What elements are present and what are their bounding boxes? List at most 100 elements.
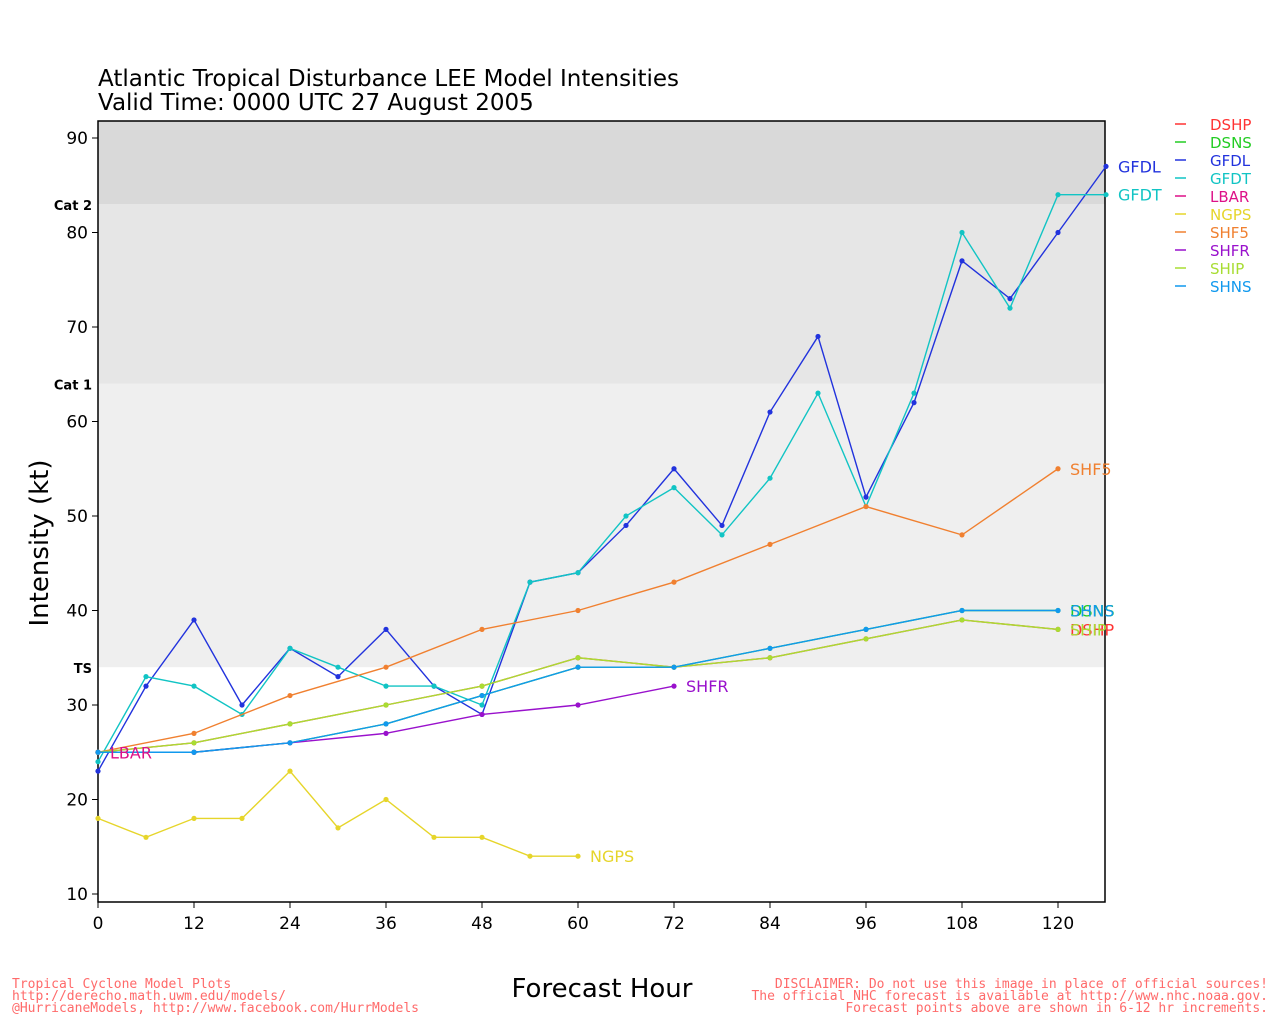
data-point-gfdt: [1055, 192, 1061, 198]
end-label-shf5: SHF5: [1070, 460, 1112, 479]
y-tick-label: 10: [66, 885, 88, 905]
y-tick-label: 40: [66, 602, 88, 622]
footer-disclaimer-line3: Forecast points above are shown in 6-12 …: [845, 1001, 1268, 1016]
legend-label-shf5: SHF5: [1210, 224, 1249, 242]
data-point-gfdl: [719, 522, 725, 529]
data-point-ngps: [335, 825, 341, 831]
x-tick-label: 24: [279, 914, 301, 934]
axes: 10 20 30 40 50 60 70 80 90 0 12 24 36 48 60 72 84 96 108 12…: [66, 120, 1106, 934]
data-point-gfdl: [143, 683, 149, 689]
y-tick-label: 20: [66, 791, 88, 811]
data-point-ngps: [575, 853, 581, 859]
data-point-ngps: [143, 834, 149, 840]
end-label-ship: SHIP: [1070, 620, 1107, 639]
data-point-gfdt: [95, 759, 101, 765]
data-point-shf5: [287, 692, 293, 699]
legend-label-dsns: DSNS: [1210, 134, 1252, 152]
series-line-shfr: [98, 685, 675, 753]
data-point-ngps: [527, 853, 533, 859]
data-point-gfdl: [191, 617, 197, 623]
end-label-gfdt: GFDT: [1118, 186, 1162, 205]
legend-item-shf5: SHF5: [1175, 224, 1249, 242]
data-point-gfdt: [815, 390, 821, 396]
series-gfdt: [95, 192, 1109, 765]
legend-label-gfdl: GFDL: [1210, 152, 1251, 170]
series-lines: [95, 163, 1109, 859]
legend-item-lbar: LBAR: [1175, 188, 1249, 206]
data-point-ngps: [95, 815, 101, 822]
end-label-shns: SHNS: [1070, 602, 1114, 621]
data-point-ngps: [479, 834, 485, 840]
data-point-shf5: [959, 532, 965, 538]
data-point-shfr: [479, 711, 485, 718]
band-ts: [98, 383, 1105, 668]
data-point-shns: [1055, 607, 1061, 614]
data-point-ship: [1055, 626, 1061, 633]
x-axis-label: Forecast Hour: [512, 974, 693, 1004]
legend-item-ship: SHIP: [1175, 260, 1244, 278]
data-point-shns: [959, 607, 965, 614]
data-point-shfr: [383, 730, 389, 736]
data-point-shf5: [1055, 466, 1061, 472]
data-point-shfr: [671, 683, 677, 689]
data-point-gfdt: [767, 475, 773, 481]
data-point-gfdt: [479, 702, 485, 708]
legend-item-gfdl: GFDL: [1175, 152, 1251, 170]
chart-subtitle: Valid Time: 0000 UTC 27 August 2005: [98, 90, 534, 116]
data-point-gfdl: [239, 702, 245, 708]
x-tick-label: 12: [183, 914, 205, 934]
band-label-ts: TS: [74, 662, 92, 677]
end-label-shfr: SHFR: [686, 677, 729, 696]
intensity-bands: TS Cat 1 Cat 2: [54, 121, 1105, 677]
data-point-shf5: [671, 579, 677, 585]
data-point-gfdt: [335, 664, 341, 670]
y-tick-label: 70: [66, 318, 88, 338]
legend-item-shfr: SHFR: [1175, 242, 1250, 260]
data-point-gfdt: [911, 390, 917, 396]
x-tick-label: 108: [946, 914, 978, 934]
data-point-gfdt: [719, 532, 725, 538]
end-label-ngps: NGPS: [590, 847, 634, 866]
end-label-gfdl: GFDL: [1118, 157, 1161, 176]
band-cat-1: [98, 204, 1105, 384]
legend-item-gfdt: GFDT: [1175, 170, 1252, 188]
data-point-gfdt: [623, 513, 629, 519]
footer-disclaimer-line2: The official NHC forecast is available a…: [751, 989, 1268, 1004]
data-point-shf5: [575, 607, 581, 614]
band-label-cat-1: Cat 1: [54, 379, 92, 394]
y-tick-label: 90: [66, 129, 88, 149]
legend-item-shns: SHNS: [1175, 278, 1252, 296]
data-point-gfdt: [431, 683, 437, 689]
data-point-gfdt: [383, 683, 389, 689]
data-point-ngps: [287, 768, 293, 774]
x-tick-label: 60: [567, 914, 589, 934]
data-point-shns: [863, 626, 869, 633]
data-point-gfdl: [95, 768, 101, 774]
band-cat-2: [98, 121, 1105, 205]
series-gfdl: [95, 163, 1109, 774]
data-point-shfr: [575, 702, 581, 708]
footer-source-line3: @HurricaneModels, http://www.facebook.co…: [12, 1001, 419, 1016]
footer-disclaimer-line1: DISCLAIMER: Do not use this image in pla…: [775, 977, 1268, 992]
x-tick-label: 36: [375, 914, 397, 934]
series-line-ngps: [97, 770, 578, 857]
data-point-gfdl: [383, 626, 389, 633]
data-point-shf5: [383, 664, 389, 670]
end-label-lbar: LBAR: [110, 743, 152, 762]
data-point-gfdl: [1007, 296, 1013, 302]
data-point-shns: [479, 692, 485, 699]
data-point-gfdt: [1103, 192, 1109, 198]
data-point-gfdl: [959, 258, 965, 264]
data-point-ship: [767, 655, 773, 661]
data-point-gfdl: [815, 333, 821, 340]
data-point-gfdt: [191, 683, 197, 689]
end-label-dshp: DSHP: [1070, 620, 1115, 639]
data-point-gfdt: [287, 645, 293, 651]
x-tick-label: 96: [855, 914, 877, 934]
data-point-gfdl: [767, 409, 773, 415]
y-tick-label: 80: [66, 224, 88, 244]
data-point-shf5: [863, 503, 869, 510]
